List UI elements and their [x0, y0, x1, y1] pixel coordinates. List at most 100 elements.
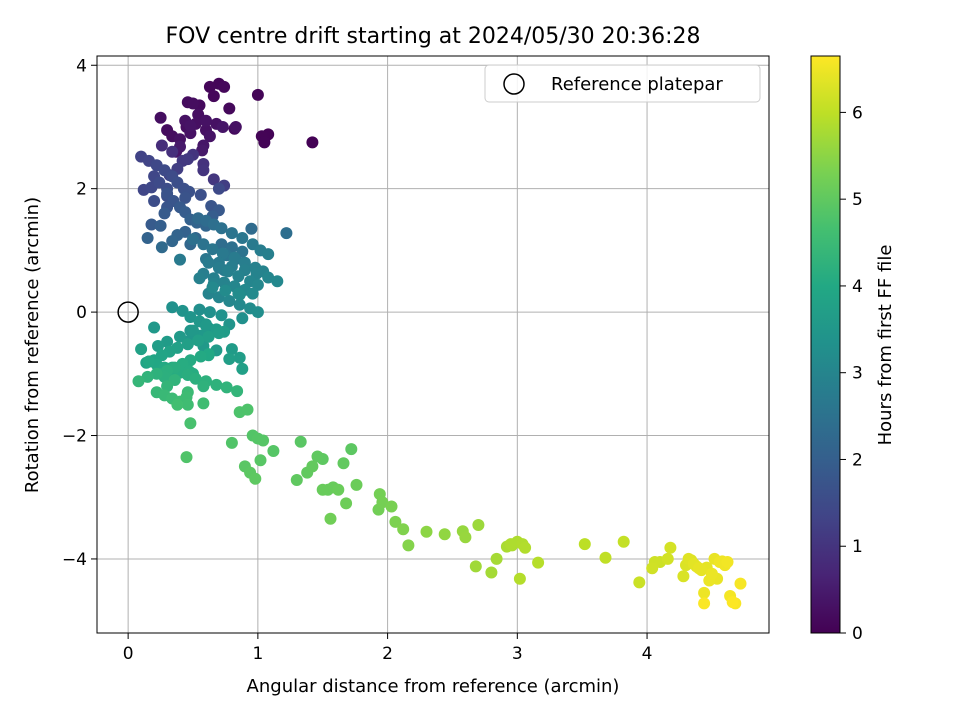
data-point — [236, 362, 249, 375]
data-point — [203, 306, 216, 319]
data-point — [469, 560, 482, 573]
data-point — [385, 500, 398, 513]
data-point — [337, 457, 350, 470]
data-point — [311, 450, 324, 463]
data-point — [219, 284, 232, 297]
data-point — [194, 188, 207, 201]
data-point — [154, 219, 167, 232]
data-point — [174, 330, 186, 343]
data-point — [233, 298, 246, 311]
data-point — [290, 474, 303, 486]
data-point — [251, 88, 264, 101]
data-point — [212, 182, 225, 195]
data-point — [161, 335, 174, 348]
y-axis-label: Rotation from reference (arcmin) — [22, 197, 43, 493]
data-point — [646, 562, 659, 575]
data-point — [267, 445, 280, 457]
data-point — [212, 261, 225, 274]
data-point — [232, 270, 245, 283]
data-point — [340, 497, 353, 510]
data-point — [179, 191, 192, 204]
data-point — [135, 343, 148, 356]
data-point — [578, 538, 591, 551]
data-point — [262, 271, 275, 284]
colorbar-tick-label: 4 — [852, 277, 863, 297]
data-point — [513, 572, 526, 585]
colorbar: 0 1 2 3 4 5 6 Hours from first FF file — [810, 55, 896, 644]
data-point — [202, 256, 215, 269]
y-axis-ticks: −4 −2 0 2 4 — [62, 56, 97, 570]
x-axis-label: Angular distance from reference (arcmin) — [247, 676, 620, 697]
data-point — [207, 90, 220, 103]
data-point — [280, 227, 293, 240]
reference-platepar-marker — [117, 301, 139, 323]
x-tick-label: 0 — [123, 644, 134, 664]
data-point — [389, 515, 402, 528]
data-point — [251, 306, 264, 319]
data-point — [166, 301, 179, 314]
data-point — [236, 232, 249, 244]
data-point — [438, 528, 451, 541]
data-point — [207, 173, 220, 186]
data-point — [249, 472, 262, 485]
x-tick-label: 1 — [252, 644, 263, 664]
data-point — [599, 551, 612, 564]
colorbar-gradient — [810, 55, 841, 634]
data-point — [225, 436, 238, 449]
data-point — [294, 435, 307, 448]
data-point — [216, 121, 229, 133]
data-point — [141, 370, 154, 383]
reference-marker-group — [117, 301, 139, 323]
colorbar-tick-label: 6 — [852, 103, 863, 123]
data-point — [258, 136, 271, 149]
data-point — [155, 241, 168, 254]
data-point — [324, 512, 337, 525]
legend: Reference platepar — [484, 64, 761, 103]
data-point — [262, 248, 275, 261]
data-point — [257, 434, 270, 447]
data-point — [617, 535, 630, 548]
plot-frame — [96, 55, 770, 634]
data-point — [197, 238, 210, 251]
data-point — [459, 531, 472, 544]
data-point — [216, 247, 229, 260]
data-point — [203, 80, 216, 93]
data-point — [350, 478, 363, 491]
data-point — [231, 385, 244, 398]
data-point — [225, 227, 238, 240]
data-point — [229, 121, 242, 133]
data-point — [187, 97, 199, 110]
data-point — [145, 218, 158, 231]
x-tick-label: 4 — [642, 644, 653, 664]
data-point — [241, 403, 254, 416]
data-point — [200, 319, 212, 332]
data-point — [155, 139, 168, 152]
data-point — [233, 351, 246, 364]
data-point — [726, 596, 739, 609]
data-point — [166, 145, 179, 158]
x-axis-ticks: 0 1 2 3 4 — [123, 633, 653, 664]
data-point — [332, 483, 345, 496]
data-point — [532, 556, 545, 569]
data-point — [212, 327, 225, 340]
data-point — [306, 460, 319, 473]
data-point — [721, 556, 734, 568]
y-tick-label: 4 — [76, 56, 87, 76]
data-point — [316, 483, 329, 496]
data-point — [271, 275, 284, 288]
chart-title: FOV centre drift starting at 2024/05/30 … — [166, 24, 701, 49]
data-point — [150, 367, 163, 380]
colorbar-tick-label: 1 — [852, 537, 863, 557]
data-point — [246, 287, 259, 300]
data-point — [142, 355, 155, 368]
data-point — [698, 597, 711, 610]
data-point — [677, 570, 690, 583]
data-point — [251, 278, 264, 291]
legend-label: Reference platepar — [551, 74, 723, 95]
data-point — [519, 541, 532, 554]
data-point — [397, 523, 410, 536]
y-tick-label: 2 — [76, 180, 87, 200]
data-point — [236, 312, 249, 325]
colorbar-label: Hours from first FF file — [875, 245, 896, 446]
